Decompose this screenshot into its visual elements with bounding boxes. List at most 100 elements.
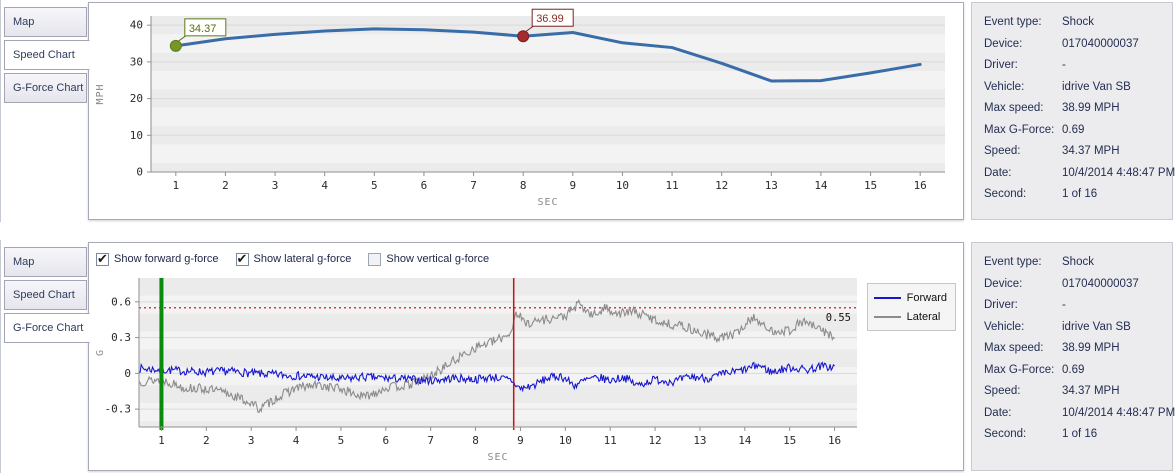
tab-speed-chart-bottom[interactable]: Speed Chart <box>4 280 87 310</box>
info-value: 10/4/2014 4:48:47 PM <box>1062 406 1176 419</box>
legend-label: Forward <box>906 291 947 304</box>
info-row-event-type: Event type: Shock <box>984 12 1166 34</box>
info-row-max-g-force: Max G-Force: 0.69 <box>984 360 1166 382</box>
svg-text:1: 1 <box>158 434 165 447</box>
info-value: 38.99 MPH <box>1062 102 1120 114</box>
info-row-event-type: Event type: Shock <box>984 252 1166 274</box>
info-row-driver: Driver: - <box>984 55 1166 77</box>
svg-text:8: 8 <box>472 434 479 447</box>
checkbox-checked-icon[interactable] <box>235 251 249 267</box>
threshold-label: 0.55 <box>826 312 851 324</box>
speed-chart-card: 0 10 20 30 40 1 2 3 4 5 6 7 8 9 10 11 12 13 14 15 16 SEC MPH 34… <box>88 2 964 220</box>
info-value: Shock <box>1062 256 1094 268</box>
svg-text:6: 6 <box>421 179 428 192</box>
event-info-panel-bottom: Event type: Shock Device: 017040000037 Drive… <box>971 242 1175 471</box>
svg-text:7: 7 <box>470 179 477 192</box>
info-value: 0.69 <box>1062 123 1085 136</box>
marker-34.37[interactable]: 34.37 <box>169 18 227 52</box>
legend-line-icon <box>873 296 901 299</box>
svg-text:2: 2 <box>222 179 229 192</box>
info-value: idrive Van SB <box>1062 80 1131 93</box>
svg-text:6: 6 <box>383 434 390 447</box>
info-row-driver: Driver: - <box>984 295 1166 317</box>
svg-text:20: 20 <box>130 92 143 105</box>
info-value: 017040000037 <box>1062 37 1139 50</box>
info-label: Second: <box>984 428 1027 440</box>
checkbox-show-forward-g-force[interactable]: Show forward g-force <box>96 251 219 267</box>
marker-36.99[interactable]: 36.99 <box>517 8 574 43</box>
info-label: Device: <box>984 37 1023 50</box>
info-value: 1 of 16 <box>1062 188 1098 200</box>
event-info-panel-top: Event type: Shock Device: 017040000037 Drive… <box>971 2 1176 220</box>
info-row-second: Second: 1 of 16 <box>984 424 1166 446</box>
info-wrap-bottom: Event type: Shock Device: 017040000037 Drive… <box>965 240 1176 473</box>
info-wrap-top: Event type: Shock Device: 017040000037 Drive… <box>965 0 1176 222</box>
info-value: 34.37 MPH <box>1062 385 1120 397</box>
tab-g-force-chart-top[interactable]: G-Force Chart <box>4 73 87 103</box>
info-label: Event type: <box>984 16 1042 28</box>
series-forward <box>138 361 835 393</box>
info-row-max-speed: Max speed: 38.99 MPH <box>984 98 1166 120</box>
info-value: 10/4/2014 4:48:47 PM <box>1062 166 1176 179</box>
svg-text:34.37: 34.37 <box>189 23 217 35</box>
svg-text:9: 9 <box>570 179 577 192</box>
info-value: 017040000037 <box>1062 277 1139 290</box>
gforce-checkbox-row: Show forward g-force Show lateral g-force… <box>96 248 489 270</box>
info-value: - <box>1062 299 1066 311</box>
svg-text:10: 10 <box>559 434 572 447</box>
svg-text:40: 40 <box>130 19 143 32</box>
svg-text:-0.3: -0.3 <box>105 403 132 416</box>
checkbox-show-vertical-g-force[interactable]: Show vertical g-force <box>368 252 490 266</box>
info-label: Max speed: <box>984 102 1044 114</box>
checkbox-label: Show vertical g-force <box>386 253 490 265</box>
svg-text:13: 13 <box>765 179 778 192</box>
tab-speed-chart-top[interactable]: Speed Chart <box>4 40 90 70</box>
svg-text:0.6: 0.6 <box>111 295 131 308</box>
tab-map-top[interactable]: Map <box>4 7 87 37</box>
svg-text:4: 4 <box>321 179 328 192</box>
info-value: 0.69 <box>1062 363 1085 376</box>
tab-map-bottom[interactable]: Map <box>4 247 87 277</box>
tab-g-force-chart-bottom[interactable]: G-Force Chart <box>4 313 90 343</box>
svg-text:7: 7 <box>427 434 434 447</box>
info-label: Event type: <box>984 256 1042 268</box>
legend-label: Lateral <box>906 310 941 323</box>
info-row-device: Device: 017040000037 <box>984 34 1166 56</box>
svg-text:10: 10 <box>130 129 143 142</box>
info-row-max-g-force: Max G-Force: 0.69 <box>984 120 1166 142</box>
info-label: Max G-Force: <box>984 363 1055 376</box>
svg-text:4: 4 <box>293 434 300 447</box>
checkbox-unchecked-icon[interactable] <box>368 252 382 266</box>
info-label: Max speed: <box>984 342 1044 354</box>
info-row-date: Date: 10/4/2014 4:48:47 PM <box>984 403 1175 425</box>
gforce-chart-plot[interactable]: -0.300.30.61 2 3 4 5 6 7 8 9 10 11 12 13 14 15 16SECG0.… <box>89 270 865 467</box>
info-value: 34.37 MPH <box>1062 145 1120 157</box>
svg-text:0: 0 <box>136 166 143 179</box>
svg-text:G: G <box>95 349 106 356</box>
svg-text:12: 12 <box>648 434 661 447</box>
checkbox-label: Show forward g-force <box>114 253 219 265</box>
svg-text:13: 13 <box>693 434 706 447</box>
svg-text:16: 16 <box>914 179 927 192</box>
info-row-speed: Speed: 34.37 MPH <box>984 381 1166 403</box>
info-value: Shock <box>1062 16 1094 28</box>
series-lateral <box>138 298 835 413</box>
checkbox-label: Show lateral g-force <box>253 253 352 265</box>
info-label: Second: <box>984 188 1027 200</box>
gforce-chart-card: Show forward g-force Show lateral g-force… <box>88 242 964 471</box>
svg-text:3: 3 <box>272 179 279 192</box>
legend-item-lateral: Lateral <box>873 307 947 326</box>
info-label: Driver: <box>984 299 1018 311</box>
svg-text:36.99: 36.99 <box>536 13 564 25</box>
svg-text:14: 14 <box>738 434 752 447</box>
svg-text:9: 9 <box>517 434 524 447</box>
legend: Forward Lateral <box>866 283 956 331</box>
info-label: Vehicle: <box>984 320 1025 333</box>
svg-text:0: 0 <box>124 367 131 380</box>
info-label: Device: <box>984 277 1023 290</box>
tabstrip-top: Map Speed Chart G-Force Chart <box>1 0 90 222</box>
checkbox-show-lateral-g-force[interactable]: Show lateral g-force <box>235 251 352 267</box>
checkbox-checked-icon[interactable] <box>96 251 109 267</box>
